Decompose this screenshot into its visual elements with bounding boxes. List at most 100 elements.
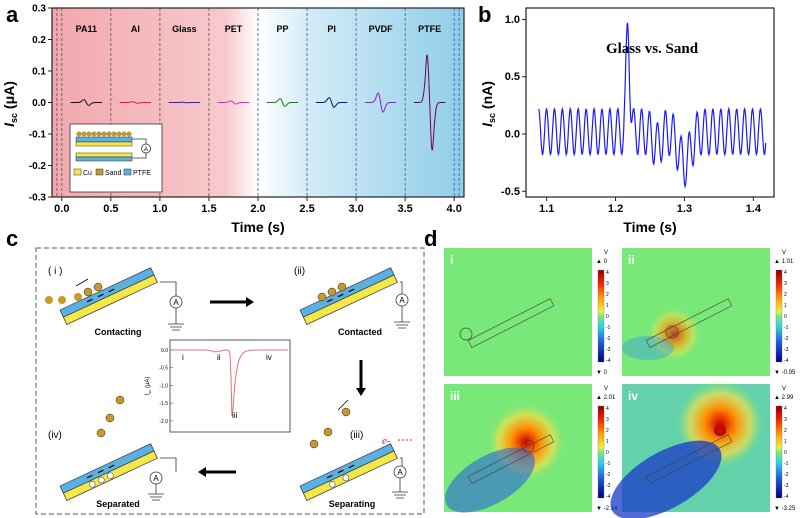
stage-iii: (iii) e- A Separating xyxy=(299,399,412,509)
colorbar-tick-label: -2 xyxy=(606,336,611,342)
particle-outline xyxy=(521,439,535,453)
stage-ii-caption: Contacted xyxy=(338,327,382,337)
panel-d-potential-maps: i V ▲ 0 ▼ 0 4 3 2 1 0 -1 -2 -3 -4 ii V ▲ 1.01 ▼ -0.95 4 3 2… xyxy=(444,248,796,518)
stage-iv-device xyxy=(59,443,158,501)
x-tick-label: 2.0 xyxy=(250,203,265,215)
sand-dot xyxy=(76,131,82,137)
colorbar-tick-label: -1 xyxy=(784,461,789,467)
colorbar-max: ▲ 1.01 xyxy=(774,259,794,265)
panel-c-inset-plot: 0.0 -0.5 -1.0 -1.5 -2.0 i ii iii iv Isc (μA) xyxy=(145,339,291,433)
charged-sand-particle xyxy=(93,282,103,292)
category-label: Al xyxy=(131,24,140,34)
stage-iii-device xyxy=(299,443,398,501)
potential-map-i: i V ▲ 0 ▼ 0 4 3 2 1 0 -1 -2 -3 -4 xyxy=(444,248,611,376)
x-tick-label: 1.0 xyxy=(152,203,167,215)
colorbar-min: ▼ -3.25 xyxy=(774,506,796,512)
colorbar-tick-label: -2 xyxy=(784,472,789,478)
stage-i-wire xyxy=(160,281,177,296)
motion-arrow xyxy=(75,278,89,287)
stage-i-label: ( i ) xyxy=(48,266,62,277)
trace-pp xyxy=(266,98,299,107)
x-tick-label: 4.0 xyxy=(447,203,462,215)
potential-map-iv: iv V ▲ 2.99 ▼ -3.25 4 3 2 1 0 -1 -2 -3 -4 xyxy=(610,380,796,518)
legend-sand-swatch xyxy=(95,168,104,176)
panel-c-schematic: ( i ) A Contacting (ii) xyxy=(35,247,425,515)
stage-i: ( i ) A Contacting xyxy=(45,266,184,337)
colorbar-tick-label: 4 xyxy=(784,406,787,412)
colorbar-tick-label: -4 xyxy=(784,494,789,500)
stage-iv-caption: Separated xyxy=(96,499,140,509)
inset-mark-iii: iii xyxy=(232,411,238,420)
legend-sand-label: Sand xyxy=(105,170,121,177)
colorbar-tick-label: 1 xyxy=(606,439,609,445)
colorbar-tick-label: 0 xyxy=(784,314,787,320)
ground-icon xyxy=(392,478,408,499)
y-tick-label: 0.1 xyxy=(32,67,46,78)
charged-sand-particle xyxy=(105,413,115,423)
sand-dot xyxy=(106,131,112,137)
inset-y-tick-label: -1.0 xyxy=(159,383,168,389)
y-tick-label: 0.5 xyxy=(505,71,520,83)
stage-ii-ammeter-label: A xyxy=(399,296,405,305)
colorbar-tick-label: -3 xyxy=(784,347,789,353)
colorbar-tick-label: -1 xyxy=(606,461,611,467)
colorbar-tick-label: 0 xyxy=(606,314,609,320)
x-tick-label: 1.2 xyxy=(608,203,623,215)
stage-iii-label: (iii) xyxy=(350,430,363,441)
map-field xyxy=(444,248,592,376)
stage-iv-wire xyxy=(160,457,177,472)
inset-y-tick-label: -2.0 xyxy=(159,419,168,425)
sand-dot xyxy=(96,131,102,137)
sand-dot xyxy=(86,131,92,137)
stage-iii-caption: Separating xyxy=(329,499,376,509)
potential-map-ii: ii V ▲ 1.01 ▼ -0.95 4 3 2 1 0 -1 -2 -3 -4 xyxy=(622,248,796,376)
sand-particle xyxy=(74,293,82,301)
arrow-left-head xyxy=(198,467,206,477)
colorbar-tick-label: 3 xyxy=(784,281,787,287)
charged-sand-particle xyxy=(96,428,106,438)
trace-pet xyxy=(217,100,250,105)
legend-cu-layer-top xyxy=(75,141,133,147)
colorbar-tick-label: -2 xyxy=(784,336,789,342)
stage-i-ammeter-label: A xyxy=(173,298,179,307)
trace-pvdf xyxy=(364,92,397,113)
y-tick-label: -0.2 xyxy=(29,161,47,172)
inset-ylabel: Isc (μA) xyxy=(145,377,152,396)
map-label: i xyxy=(450,253,453,267)
stage-ii-label: (ii) xyxy=(294,266,305,277)
ground-icon xyxy=(168,308,184,331)
legend-ptfe-layer-top xyxy=(75,136,133,143)
legend-ptfe-label: PTFE xyxy=(133,170,151,177)
colorbar-max: ▲ 2.01 xyxy=(596,395,616,401)
panel-letter-a: a xyxy=(6,2,19,27)
legend-ammeter-icon xyxy=(141,143,151,154)
colorbar-tick-label: 2 xyxy=(606,428,609,434)
panel-b-chart: 1.1 1.2 1.3 1.4 1.0 0.5 0.0 -0.5 Glass vs. Sand… xyxy=(479,7,775,235)
colorbar-tick-label: -4 xyxy=(606,494,611,500)
plate-outline xyxy=(645,298,733,348)
colorbar-tick-label: -4 xyxy=(784,358,789,364)
x-tick-label: 0.0 xyxy=(54,203,69,215)
legend-cu-swatch xyxy=(73,168,82,176)
inset-y-tick-label: -0.5 xyxy=(159,366,168,372)
colorbar-tick-label: -3 xyxy=(784,483,789,489)
colorbar-tick-label: -4 xyxy=(606,358,611,364)
panel-b-xlabel: Time (s) xyxy=(623,219,676,235)
inset-mark-i: i xyxy=(182,353,184,362)
ground-icon xyxy=(148,484,164,501)
category-label: PP xyxy=(277,24,289,34)
colorbar-tick-label: 4 xyxy=(606,406,609,412)
panel-letter-b: b xyxy=(478,2,491,27)
x-tick-label: 1.3 xyxy=(677,203,692,215)
sand-dot xyxy=(111,131,117,137)
x-tick-label: 0.5 xyxy=(103,203,118,215)
stage-ii: (ii) A Contacted xyxy=(294,266,410,337)
map-label: ii xyxy=(628,253,635,267)
colorbar-tick-label: 3 xyxy=(606,417,609,423)
electron-label: e- xyxy=(382,435,391,447)
panel-letter-d: d xyxy=(424,226,437,251)
colorbar-tick-label: -2 xyxy=(606,472,611,478)
legend-wire xyxy=(132,138,147,159)
colorbar-tick-label: 3 xyxy=(784,417,787,423)
